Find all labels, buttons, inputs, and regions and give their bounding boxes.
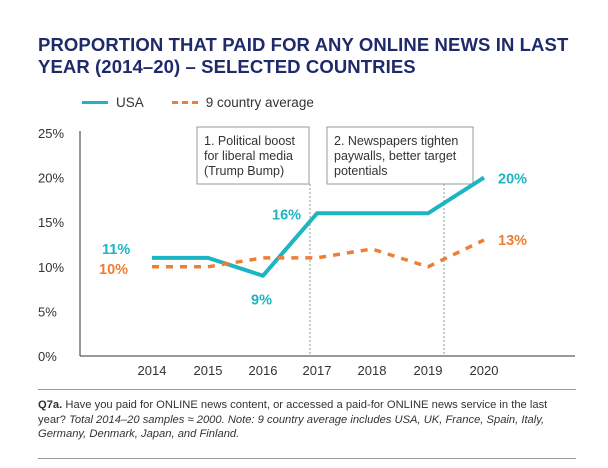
legend-item-average: 9 country average [171,95,314,110]
footnote-top-rule [38,389,576,390]
x-tick-label: 2020 [470,363,499,378]
footnote-label: Q7a. [38,399,63,411]
footnote-question: Have you paid for ONLINE news content, o… [38,399,548,426]
annotation-text: 2. Newspapers tighten [334,134,458,148]
annotation-text: for liberal media [204,149,293,163]
legend-swatch-average [171,101,198,104]
x-tick-label: 2016 [249,363,278,378]
y-tick-label: 25% [38,126,64,141]
legend-swatch-usa [82,101,108,104]
x-tick-label: 2014 [138,363,167,378]
legend-label-usa: USA [116,95,144,110]
data-label-usa: 9% [251,293,272,309]
data-label-average: 10% [99,262,128,278]
footnote-note: Total 2014–20 samples ≈ 2000. Note: 9 co… [38,413,545,441]
series-line-usa [152,175,486,278]
footnote-bottom-rule [38,458,576,459]
legend: USA 9 country average [82,95,342,110]
data-label-usa: 11% [102,242,130,258]
footnote: Q7a. Have you paid for ONLINE news conte… [38,398,578,442]
x-tick-label: 2019 [414,363,443,378]
y-tick-label: 20% [38,171,64,186]
x-tick-label: 2015 [194,363,223,378]
x-tick-label: 2018 [358,363,387,378]
annotation-box [196,126,310,185]
y-tick-label: 10% [38,260,64,275]
data-label-usa: 16% [272,207,301,223]
y-tick-label: 15% [38,215,64,230]
legend-item-usa: USA [82,95,144,110]
annotation-box [326,126,474,185]
data-label-average: 13% [498,233,527,249]
legend-label-average: 9 country average [205,95,314,110]
y-tick-label: 5% [38,304,57,319]
chart-title: PROPORTION THAT PAID FOR ANY ONLINE NEWS… [38,34,569,77]
annotation-text: 1. Political boost [204,134,296,148]
annotation-text: (Trump Bump) [204,164,284,178]
annotation-text: paywalls, better target [334,149,457,163]
series-line-average [152,238,485,269]
annotation-text: potentials [334,164,388,178]
x-tick-label: 2017 [303,363,332,378]
y-tick-label: 0% [38,349,57,364]
data-label-usa: 20% [498,172,527,188]
line-chart: 0% 5% 10% 15% 20% 25% 2014 2015 2016 2017 2018 2019… [38,126,575,378]
